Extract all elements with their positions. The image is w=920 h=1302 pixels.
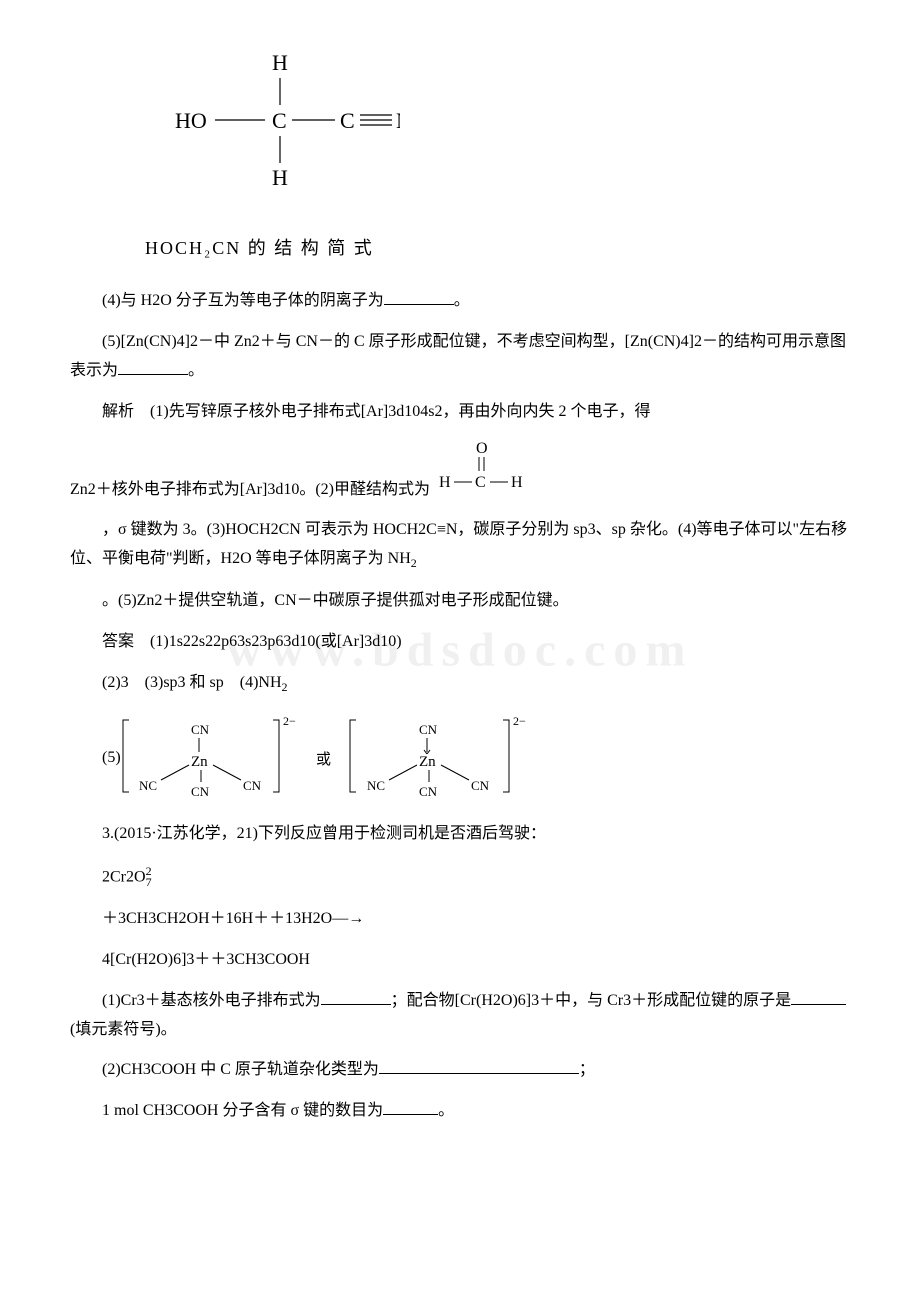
- methanal-h1: H: [439, 474, 451, 491]
- analysis-text1: (1)先写锌原子核外电子排布式[Ar]3d104s2，再由外向内失 2 个电子，…: [150, 403, 650, 420]
- blank-q3-1a: [321, 989, 391, 1005]
- q4-period: 。: [454, 292, 470, 309]
- methanal-o: O: [476, 440, 488, 457]
- methanal-c: C: [475, 474, 486, 491]
- q3-eq1-sub: 7: [146, 875, 152, 889]
- q3-sub1-a: (1)Cr3＋基态核外电子排布式为: [102, 992, 321, 1009]
- analysis-part3: ，σ 键数为 3。(3)HOCH2CN 可表示为 HOCH2C≡N，碳原子分别为…: [70, 516, 850, 575]
- question-5: (5)[Zn(CN)4]2－中 Zn2＋与 CN－的 C 原子形成配位键，不考虑…: [70, 328, 850, 386]
- svg-text:CN: CN: [191, 722, 210, 737]
- svg-text:CN: CN: [419, 784, 438, 799]
- svg-text:NC: NC: [367, 778, 385, 793]
- svg-text:Zn: Zn: [191, 754, 208, 770]
- blank-q3-2a: [379, 1058, 579, 1074]
- q3-eq3: 4[Cr(H2O)6]3＋＋3CH3COOH: [70, 946, 850, 975]
- zn-complex-diagram: 2− CN Zn NC CN CN 或 2− CN Zn NC CN: [121, 710, 541, 805]
- methanal-structure: O H C H: [434, 439, 524, 505]
- svg-text:Zn: Zn: [419, 754, 436, 770]
- q3-sub2-a: (2)CH3COOH 中 C 原子轨道杂化类型为: [102, 1061, 379, 1078]
- q3-sub2-d: 。: [438, 1102, 454, 1119]
- q3-sub1: (1)Cr3＋基态核外电子排布式为 ；配合物[Cr(H2O)6]3＋中，与 Cr3…: [70, 987, 850, 1045]
- q5-period: 。: [188, 362, 204, 379]
- analysis-text3: ，σ 键数为 3。(3)HOCH2CN 可表示为 HOCH2C≡N，碳原子分别为…: [70, 521, 847, 567]
- formula-caption: HOCH₂CN 的 结 构 简 式: [145, 234, 850, 263]
- structural-formula-hoch2cn: H HO C C N H: [160, 50, 850, 219]
- svg-text:NC: NC: [139, 778, 157, 793]
- blank-q5: [118, 359, 188, 375]
- svg-text:CN: CN: [419, 722, 438, 737]
- answer-a5-label: (5): [70, 745, 121, 771]
- q3-eq1-text: 2Cr2O: [102, 868, 146, 885]
- svg-text:2−: 2−: [283, 714, 296, 728]
- atom-n: N: [396, 108, 400, 133]
- answer-label: 答案: [102, 633, 134, 650]
- atom-c1: C: [272, 108, 287, 133]
- blank-q4: [384, 289, 454, 305]
- analysis-label: 解析: [102, 403, 134, 420]
- answer-line2: (2)3 (3)sp3 和 sp (4)NH2: [70, 669, 850, 699]
- analysis-part2: Zn2＋核外电子排布式为[Ar]3d10。(2)甲醛结构式为 O H C H: [70, 439, 850, 505]
- svg-text:CN: CN: [471, 778, 490, 793]
- answer-a234: (2)3 (3)sp3 和 sp (4)NH: [102, 674, 282, 691]
- analysis-part1: 解析 (1)先写锌原子核外电子排布式[Ar]3d104s2，再由外向内失 2 个…: [70, 398, 850, 427]
- blank-q3-2b: [383, 1099, 438, 1115]
- q3-sub1-c: (填元素符号)。: [70, 1021, 177, 1038]
- q3-sub2-b: ；: [579, 1061, 595, 1078]
- analysis-text4: 。(5)Zn2＋提供空轨道，CN－中碳原子提供孤对电子形成配位键。: [102, 592, 569, 609]
- q3-sub2a: (2)CH3COOH 中 C 原子轨道杂化类型为 ；: [70, 1056, 850, 1085]
- q3-sub1-b: ；配合物[Cr(H2O)6]3＋中，与 Cr3＋形成配位键的原子是: [391, 992, 791, 1009]
- q3-sub2-c: 1 mol CH3COOH 分子含有 σ 键的数目为: [102, 1102, 383, 1119]
- answer-line1: 答案 (1)1s22s22p63s23p63d10(或[Ar]3d10): [70, 628, 850, 657]
- atom-h-top: H: [272, 50, 288, 75]
- atom-ho: HO: [175, 108, 207, 133]
- q3-eq2: ＋3CH3CH2OH＋16H＋＋13H2O―→: [70, 905, 850, 934]
- blank-q3-1b: [791, 989, 846, 1005]
- document-content: H HO C C N H HOCH₂CN 的 结 构 简 式 (4)与 H2O …: [70, 50, 850, 1126]
- svg-text:CN: CN: [191, 784, 210, 799]
- q3-sub2b: 1 mol CH3COOH 分子含有 σ 键的数目为 。: [70, 1097, 850, 1126]
- q4-text: (4)与 H2O 分子互为等电子体的阴离子为: [102, 292, 384, 309]
- answer-5-diagram: (5) 2− CN Zn NC CN CN 或 2− CN: [70, 710, 850, 805]
- methanal-h2: H: [511, 474, 523, 491]
- analysis-text2: Zn2＋核外电子排布式为[Ar]3d10。(2)甲醛结构式为: [70, 476, 430, 505]
- svg-text:2−: 2−: [513, 714, 526, 728]
- svg-text:或: 或: [316, 751, 331, 768]
- atom-c2: C: [340, 108, 355, 133]
- analysis-part4: 。(5)Zn2＋提供空轨道，CN－中碳原子提供孤对电子形成配位键。: [70, 587, 850, 616]
- q3-header: 3.(2015·江苏化学，21)下列反应曾用于检测司机是否酒后驾驶：: [70, 820, 850, 849]
- atom-h-bottom: H: [272, 165, 288, 190]
- analysis-sub3: 2: [411, 556, 417, 570]
- answer-a1: (1)1s22s22p63s23p63d10(或[Ar]3d10): [150, 633, 402, 650]
- q3-eq1: 2Cr2O27: [70, 861, 850, 893]
- svg-text:CN: CN: [243, 778, 262, 793]
- question-4: (4)与 H2O 分子互为等电子体的阴离子为 。: [70, 287, 850, 316]
- answer-a234-sub: 2: [282, 680, 288, 694]
